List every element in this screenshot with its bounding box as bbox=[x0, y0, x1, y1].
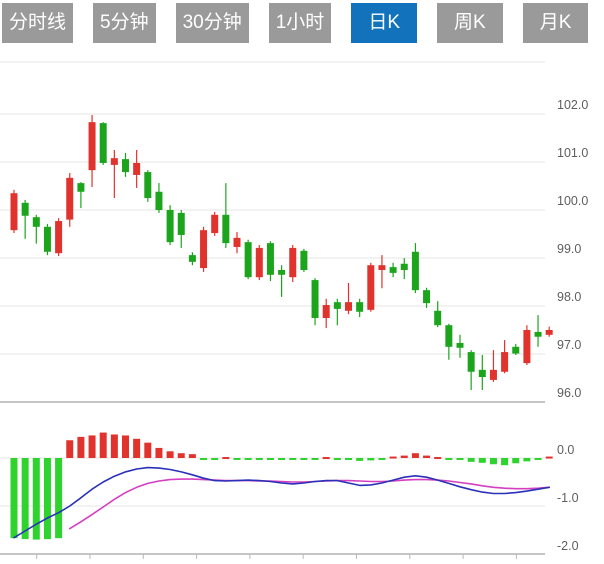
tab-weekly-k[interactable]: 周K bbox=[437, 3, 503, 43]
tab-5min[interactable]: 5分钟 bbox=[93, 3, 156, 43]
price-axis-label: 100.0 bbox=[557, 194, 588, 208]
price-axis-label: 98.0 bbox=[557, 290, 581, 304]
price-axis-label: 101.0 bbox=[557, 146, 588, 160]
tab-1hour[interactable]: 1小时 bbox=[268, 3, 332, 43]
tab-monthly-k[interactable]: 月K bbox=[522, 3, 589, 43]
tab-daily-k[interactable]: 日K bbox=[351, 3, 417, 43]
period-tabbar: 分时线 5分钟 30分钟 1小时 日K 周K 月K bbox=[2, 3, 589, 43]
price-axis-label: 96.0 bbox=[557, 386, 581, 400]
price-axis-label: 102.0 bbox=[557, 98, 588, 112]
price-axis-label: 99.0 bbox=[557, 242, 581, 256]
price-axis-label: 97.0 bbox=[557, 338, 581, 352]
macd-axis-label: 0.0 bbox=[557, 443, 574, 457]
tab-timeline[interactable]: 分时线 bbox=[2, 3, 74, 43]
macd-axis-label: -1.0 bbox=[557, 491, 579, 505]
tab-30min[interactable]: 30分钟 bbox=[175, 3, 249, 43]
macd-axis-label: -2.0 bbox=[557, 539, 579, 553]
